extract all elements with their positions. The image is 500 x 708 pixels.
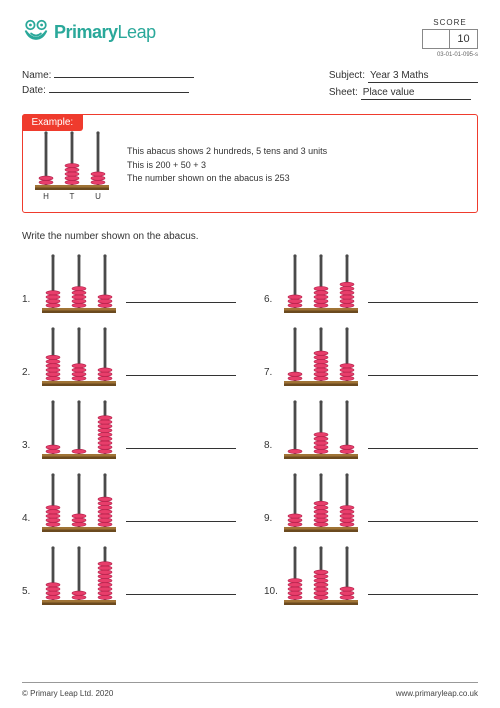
subject-value: Year 3 Maths bbox=[368, 70, 478, 83]
example-line: This abacus shows 2 hundreds, 5 tens and… bbox=[127, 145, 327, 159]
brand-secondary: Leap bbox=[118, 22, 156, 42]
problem: 9. bbox=[264, 473, 478, 532]
problem-number: 10. bbox=[264, 586, 278, 605]
meta-row: Name: Date: Subject: Year 3 Maths Sheet:… bbox=[22, 70, 478, 100]
meta-left: Name: Date: bbox=[22, 70, 194, 100]
example-box: Example: H T U This abacus shows 2 hundred… bbox=[22, 114, 478, 213]
example-text: This abacus shows 2 hundreds, 5 tens and… bbox=[127, 145, 327, 186]
problem-abacus bbox=[42, 546, 116, 605]
brand-logo: PrimaryLeap bbox=[22, 18, 156, 46]
date-field: Date: bbox=[22, 85, 194, 96]
name-input[interactable] bbox=[54, 76, 194, 78]
problem-number: 6. bbox=[264, 294, 278, 313]
problem: 6. bbox=[264, 254, 478, 313]
problem-abacus bbox=[284, 546, 358, 605]
problem-abacus bbox=[42, 400, 116, 459]
example-abacus: HTU bbox=[35, 131, 109, 200]
problem: 4. bbox=[22, 473, 236, 532]
problem: 3. bbox=[22, 400, 236, 459]
header: PrimaryLeap SCORE 10 03-01-01-095-s bbox=[22, 18, 478, 58]
date-input[interactable] bbox=[49, 91, 189, 93]
answer-input[interactable] bbox=[126, 366, 236, 376]
answer-input[interactable] bbox=[126, 293, 236, 303]
problem-number: 7. bbox=[264, 367, 278, 386]
problem: 5. bbox=[22, 546, 236, 605]
instruction: Write the number shown on the abacus. bbox=[22, 231, 478, 242]
example-tag: Example: bbox=[22, 114, 84, 131]
problem-abacus bbox=[42, 327, 116, 386]
answer-input[interactable] bbox=[126, 512, 236, 522]
sheet-label: Sheet: bbox=[329, 87, 358, 98]
answer-input[interactable] bbox=[368, 512, 478, 522]
problem-number: 2. bbox=[22, 367, 36, 386]
problem: 8. bbox=[264, 400, 478, 459]
problem-number: 1. bbox=[22, 294, 36, 313]
problem-grid: 1. 6. 2. 7. 3. 8. 4. 9. 5. 10. bbox=[22, 254, 478, 605]
answer-input[interactable] bbox=[368, 293, 478, 303]
frog-icon bbox=[22, 18, 50, 46]
problem: 7. bbox=[264, 327, 478, 386]
subject-label: Subject: bbox=[329, 70, 365, 81]
copyright: © Primary Leap Ltd. 2020 bbox=[22, 689, 113, 698]
brand-primary: Primary bbox=[54, 22, 118, 42]
name-field: Name: bbox=[22, 70, 194, 81]
example-line: This is 200 + 50 + 3 bbox=[127, 159, 327, 173]
problem-number: 5. bbox=[22, 586, 36, 605]
subject-field: Subject: Year 3 Maths bbox=[329, 70, 478, 83]
score-label: SCORE bbox=[422, 18, 478, 27]
problem-number: 4. bbox=[22, 513, 36, 532]
problem-number: 3. bbox=[22, 440, 36, 459]
problem: 10. bbox=[264, 546, 478, 605]
score-box: SCORE 10 03-01-01-095-s bbox=[422, 18, 478, 58]
name-label: Name: bbox=[22, 70, 51, 81]
answer-input[interactable] bbox=[368, 366, 478, 376]
svg-text:U: U bbox=[95, 192, 101, 200]
problem-abacus bbox=[42, 473, 116, 532]
problem: 1. bbox=[22, 254, 236, 313]
date-label: Date: bbox=[22, 85, 46, 96]
document-id: 03-01-01-095-s bbox=[422, 52, 478, 58]
problem-abacus bbox=[284, 473, 358, 532]
problem-abacus bbox=[42, 254, 116, 313]
sheet-field: Sheet: Place value bbox=[329, 87, 478, 100]
score-earned[interactable] bbox=[422, 29, 450, 49]
answer-input[interactable] bbox=[368, 585, 478, 595]
footer: © Primary Leap Ltd. 2020 www.primaryleap… bbox=[22, 682, 478, 698]
problem: 2. bbox=[22, 327, 236, 386]
meta-right: Subject: Year 3 Maths Sheet: Place value bbox=[329, 70, 478, 100]
problem-abacus bbox=[284, 254, 358, 313]
brand-text: PrimaryLeap bbox=[54, 22, 156, 43]
example-line: The number shown on the abacus is 253 bbox=[127, 172, 327, 186]
svg-text:T: T bbox=[70, 192, 75, 200]
answer-input[interactable] bbox=[368, 439, 478, 449]
problem-number: 8. bbox=[264, 440, 278, 459]
score-cells: 10 bbox=[422, 29, 478, 49]
svg-text:H: H bbox=[43, 192, 49, 200]
answer-input[interactable] bbox=[126, 585, 236, 595]
answer-input[interactable] bbox=[126, 439, 236, 449]
problem-number: 9. bbox=[264, 513, 278, 532]
sheet-value: Place value bbox=[361, 87, 471, 100]
footer-url: www.primaryleap.co.uk bbox=[396, 689, 478, 698]
problem-abacus bbox=[284, 327, 358, 386]
problem-abacus bbox=[284, 400, 358, 459]
score-total: 10 bbox=[450, 29, 478, 49]
